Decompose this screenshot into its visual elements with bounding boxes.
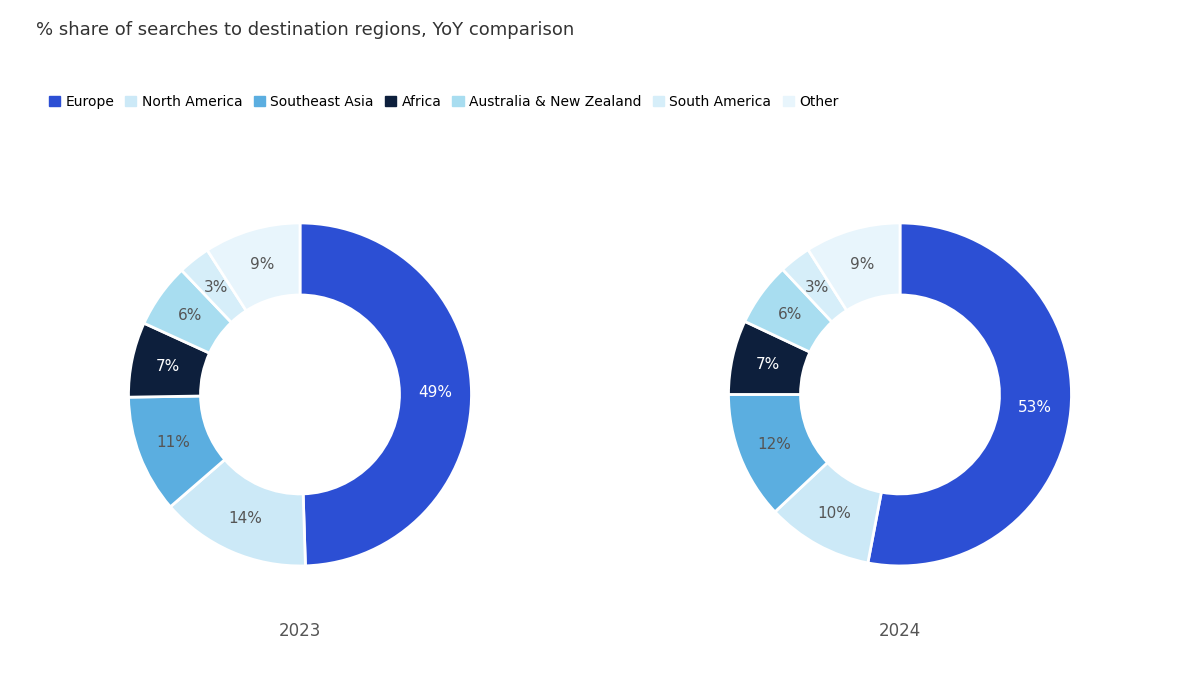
Wedge shape <box>745 270 832 352</box>
Legend: Europe, North America, Southeast Asia, Africa, Australia & New Zealand, South Am: Europe, North America, Southeast Asia, A… <box>43 89 844 115</box>
Wedge shape <box>128 323 210 397</box>
Text: 9%: 9% <box>850 257 875 272</box>
Text: 53%: 53% <box>1018 400 1052 415</box>
Text: 2024: 2024 <box>878 622 922 640</box>
Wedge shape <box>181 250 246 322</box>
Wedge shape <box>728 394 828 512</box>
Text: 6%: 6% <box>779 307 803 322</box>
Text: 10%: 10% <box>817 506 852 521</box>
Wedge shape <box>808 223 900 311</box>
Text: 6%: 6% <box>178 309 202 323</box>
Wedge shape <box>300 223 472 566</box>
Text: 12%: 12% <box>757 437 791 452</box>
Wedge shape <box>775 462 881 563</box>
Wedge shape <box>128 396 224 507</box>
Wedge shape <box>144 270 232 353</box>
Text: 3%: 3% <box>204 281 228 296</box>
Text: 9%: 9% <box>250 257 274 272</box>
Text: 2023: 2023 <box>278 622 322 640</box>
Wedge shape <box>782 250 847 322</box>
Wedge shape <box>728 322 810 394</box>
Text: 7%: 7% <box>756 357 780 372</box>
Text: 3%: 3% <box>805 280 829 295</box>
Text: 14%: 14% <box>229 511 263 526</box>
Text: 7%: 7% <box>155 359 180 374</box>
Wedge shape <box>208 223 300 311</box>
Wedge shape <box>170 460 306 566</box>
Text: % share of searches to destination regions, YoY comparison: % share of searches to destination regio… <box>36 21 575 38</box>
Wedge shape <box>868 223 1072 566</box>
Text: 49%: 49% <box>419 385 452 400</box>
Text: 11%: 11% <box>156 436 191 450</box>
